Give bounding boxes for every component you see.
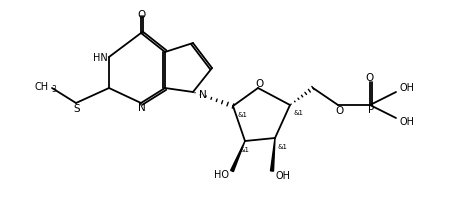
- Text: CH: CH: [35, 82, 49, 92]
- Text: O: O: [366, 73, 374, 83]
- Text: &1: &1: [278, 144, 288, 150]
- Text: O: O: [137, 10, 145, 20]
- Text: O: O: [255, 79, 263, 89]
- Text: S: S: [74, 104, 80, 114]
- Text: O: O: [335, 106, 343, 116]
- Text: P: P: [368, 105, 374, 115]
- Text: OH: OH: [400, 117, 415, 127]
- Text: &1: &1: [240, 147, 250, 153]
- Polygon shape: [231, 141, 245, 172]
- Text: HN: HN: [93, 53, 108, 63]
- Text: N: N: [138, 103, 146, 113]
- Text: HO: HO: [214, 170, 229, 180]
- Text: &1: &1: [237, 112, 247, 118]
- Text: OH: OH: [275, 171, 290, 181]
- Text: 3: 3: [51, 85, 56, 94]
- Text: &1: &1: [294, 110, 304, 116]
- Polygon shape: [270, 138, 275, 171]
- Text: OH: OH: [400, 83, 415, 93]
- Text: N: N: [199, 90, 207, 100]
